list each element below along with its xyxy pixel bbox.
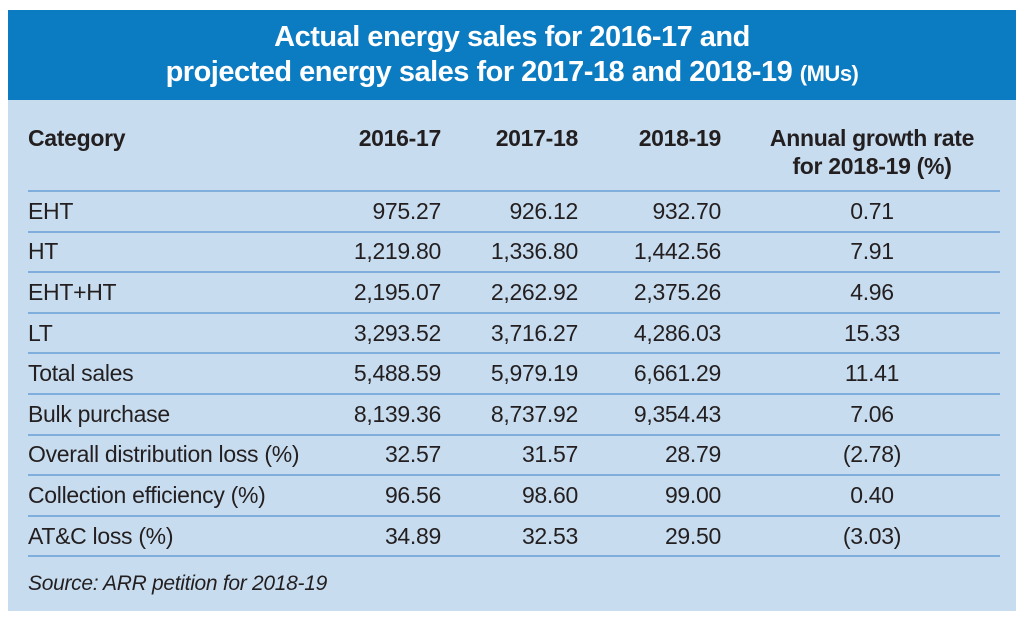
table-body: EHT 975.27 926.12 932.70 0.71 HT 1,219.8… <box>28 192 1000 558</box>
table-area: Category 2016-17 2017-18 2018-19 Annual … <box>8 100 1016 612</box>
table-row: EHT 975.27 926.12 932.70 0.71 <box>28 192 1000 233</box>
row-value-2016-17: 96.56 <box>384 481 441 508</box>
row-value-2016-17: 5,488.59 <box>353 360 441 387</box>
row-category-label: HT <box>28 238 59 265</box>
row-value-2018-19: 9,354.43 <box>633 400 721 427</box>
row-value-2017-18: 1,336.80 <box>490 238 578 265</box>
figure-title-line1: Actual energy sales for 2016-17 and <box>274 20 750 53</box>
row-category-label: Total sales <box>28 360 134 387</box>
row-value-2017-18: 3,716.27 <box>490 319 578 346</box>
row-value-2018-19: 99.00 <box>664 481 721 508</box>
figure-title-banner: Actual energy sales for 2016-17 and proj… <box>8 10 1016 100</box>
row-value-growth-rate: 15.33 <box>843 319 901 346</box>
table-row: HT 1,219.80 1,336.80 1,442.56 7.91 <box>28 233 1000 274</box>
row-category-label: LT <box>28 319 53 346</box>
row-value-2017-18: 5,979.19 <box>490 360 578 387</box>
row-category-label: Overall distribution loss (%) <box>28 441 300 468</box>
row-value-2018-19: 2,375.26 <box>633 278 721 305</box>
row-value-2016-17: 8,139.36 <box>353 400 441 427</box>
row-category-label: Bulk purchase <box>28 400 170 427</box>
row-value-growth-rate: 0.40 <box>850 481 894 508</box>
row-value-2016-17: 975.27 <box>372 197 441 224</box>
row-value-2018-19: 6,661.29 <box>633 360 721 387</box>
row-value-growth-rate: (3.03) <box>842 522 902 549</box>
row-value-2018-19: 28.79 <box>664 441 721 468</box>
row-value-2018-19: 1,442.56 <box>633 238 721 265</box>
row-category-label: Collection efficiency (%) <box>28 481 266 508</box>
row-value-growth-rate: 7.06 <box>850 400 894 427</box>
row-category-label: EHT+HT <box>28 278 117 305</box>
table-row: Collection efficiency (%) 96.56 98.60 99… <box>28 476 1000 517</box>
row-value-2016-17: 32.57 <box>384 441 441 468</box>
row-value-growth-rate: 0.71 <box>850 197 894 224</box>
row-value-2017-18: 98.60 <box>521 481 578 508</box>
row-category-label: AT&C loss (%) <box>28 522 174 549</box>
source-note: Source: ARR petition for 2018-19 <box>28 572 327 596</box>
row-value-2017-18: 8,737.92 <box>490 400 578 427</box>
row-value-2017-18: 31.57 <box>521 441 578 468</box>
row-value-2017-18: 2,262.92 <box>490 278 578 305</box>
row-value-growth-rate: 11.41 <box>844 360 900 387</box>
row-value-2016-17: 1,219.80 <box>353 238 441 265</box>
table-row: Overall distribution loss (%) 32.57 31.5… <box>28 436 1000 477</box>
figure-title-unit: (MUs) <box>799 60 859 86</box>
column-header-2018-19: 2018-19 <box>638 125 722 151</box>
table-row: EHT+HT 2,195.07 2,262.92 2,375.26 4.96 <box>28 273 1000 314</box>
row-value-2017-18: 32.53 <box>521 522 578 549</box>
table-row: AT&C loss (%) 34.89 32.53 29.50 (3.03) <box>28 517 1000 558</box>
table-row: LT 3,293.52 3,716.27 4,286.03 15.33 <box>28 314 1000 355</box>
column-header-category: Category <box>28 125 126 151</box>
table-row: Total sales 5,488.59 5,979.19 6,661.29 1… <box>28 354 1000 395</box>
figure-title-line2: projected energy sales for 2017-18 and 2… <box>165 55 859 88</box>
row-value-growth-rate: 4.96 <box>850 278 894 305</box>
row-value-2016-17: 2,195.07 <box>353 278 441 305</box>
column-header-2016-17: 2016-17 <box>358 125 442 151</box>
table-header-row: Category 2016-17 2017-18 2018-19 Annual … <box>28 100 1000 192</box>
column-header-2017-18: 2017-18 <box>495 125 579 151</box>
energy-sales-table-figure: Actual energy sales for 2016-17 and proj… <box>8 10 1016 612</box>
row-value-2017-18: 926.12 <box>509 197 578 224</box>
row-value-2018-19: 932.70 <box>652 197 721 224</box>
row-value-2016-17: 34.89 <box>384 522 441 549</box>
column-header-growth-rate: Annual growth rate for 2018-19 (%) <box>769 125 975 179</box>
row-value-2018-19: 4,286.03 <box>633 319 721 346</box>
row-value-2016-17: 3,293.52 <box>353 319 441 346</box>
table-row: Bulk purchase 8,139.36 8,737.92 9,354.43… <box>28 395 1000 436</box>
row-value-growth-rate: 7.91 <box>850 238 894 265</box>
row-value-2018-19: 29.50 <box>664 522 721 549</box>
row-category-label: EHT <box>28 197 74 224</box>
row-value-growth-rate: (2.78) <box>842 441 902 468</box>
